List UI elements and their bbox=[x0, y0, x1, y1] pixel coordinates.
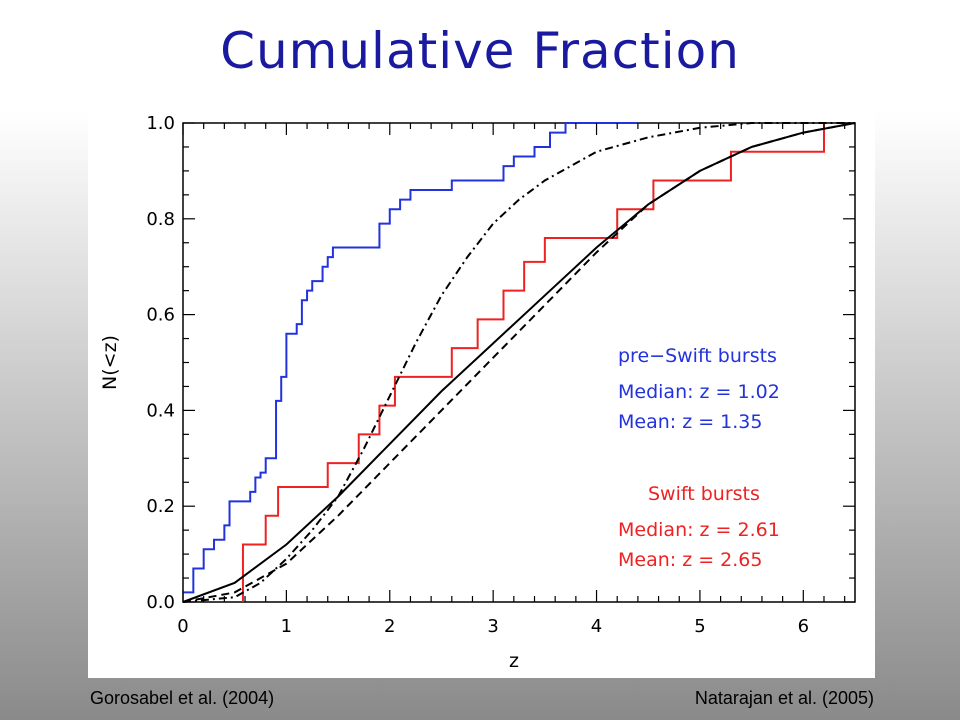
series-line-step bbox=[183, 122, 638, 594]
series-layer bbox=[182, 122, 856, 603]
annotation-stat: Mean: z = 1.35 bbox=[618, 411, 763, 433]
x-tick-label: 3 bbox=[487, 616, 498, 637]
y-tick-label: 0.8 bbox=[146, 209, 175, 230]
ticks-layer bbox=[182, 122, 855, 603]
y-tick-label: 0.4 bbox=[146, 400, 175, 421]
annotation-heading: pre−Swift bursts bbox=[618, 345, 777, 367]
annotation-stat: Mean: z = 2.65 bbox=[618, 549, 763, 571]
y-tick-label: 1.0 bbox=[146, 113, 175, 134]
annotations-layer: pre−Swift bursts Median: z = 1.02 Mean: z … bbox=[618, 345, 780, 571]
y-tick-label: 0.2 bbox=[146, 496, 175, 517]
y-axis-label: N(<z) bbox=[99, 335, 121, 390]
cumulative-fraction-chart: 0 1 2 3 4 5 6 0.0 0.2 0.4 0.6 0.8 1.0 z N(<z) pre−Swif… bbox=[99, 113, 856, 672]
x-tick-label: 5 bbox=[694, 616, 705, 637]
annotation-stat: Median: z = 2.61 bbox=[618, 519, 780, 541]
chart-figure: 0 1 2 3 4 5 6 0.0 0.2 0.4 0.6 0.8 1.0 z N(<z) pre−Swif… bbox=[88, 112, 875, 678]
x-tick-label: 2 bbox=[384, 616, 395, 637]
y-tick-label: 0.0 bbox=[146, 592, 175, 613]
footer-citation-right: Natarajan et al. (2005) bbox=[694, 688, 874, 708]
y-tick-label: 0.6 bbox=[146, 305, 175, 326]
x-tick-label: 0 bbox=[177, 616, 188, 637]
series-line-dash-dot bbox=[182, 122, 855, 603]
x-tick-label: 1 bbox=[281, 616, 292, 637]
labels-layer: 0 1 2 3 4 5 6 0.0 0.2 0.4 0.6 0.8 1.0 z N(<z) bbox=[99, 113, 809, 672]
slide-title: Cumulative Fraction bbox=[220, 22, 740, 80]
annotation-stat: Median: z = 1.02 bbox=[618, 381, 780, 403]
x-tick-label: 4 bbox=[591, 616, 602, 637]
series-line-dashed bbox=[182, 122, 856, 603]
x-tick-label: 6 bbox=[798, 616, 809, 637]
annotation-heading: Swift bursts bbox=[648, 483, 760, 505]
footer-citation-left: Gorosabel et al. (2004) bbox=[90, 688, 275, 708]
x-axis-label: z bbox=[509, 650, 519, 672]
